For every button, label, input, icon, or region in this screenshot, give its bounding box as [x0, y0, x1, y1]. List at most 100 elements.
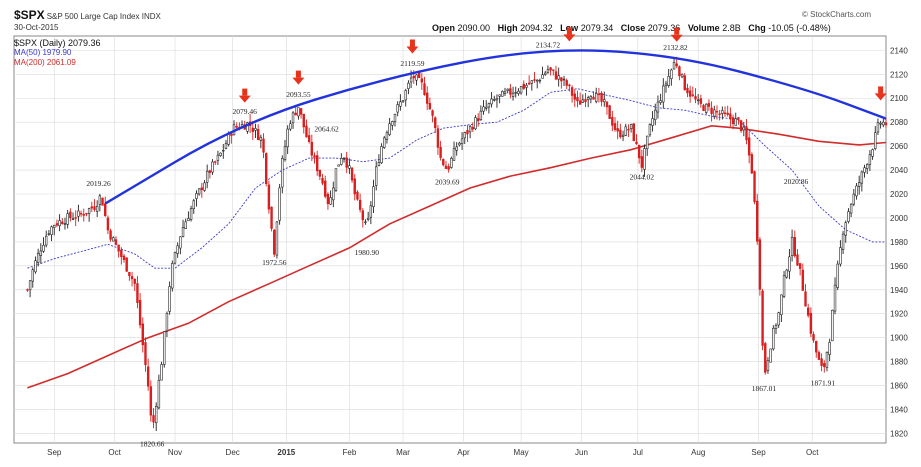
candle-up	[774, 325, 778, 329]
candle-up	[393, 113, 397, 122]
candle-down	[270, 206, 273, 229]
candle-up	[825, 351, 829, 368]
candle-up	[205, 170, 209, 183]
candle-up	[254, 128, 257, 131]
candle-up	[493, 99, 496, 101]
ticker-title: $SPX S&P 500 Large Cap Index INDX	[14, 8, 161, 22]
candle-down	[817, 352, 821, 360]
candle-up	[790, 236, 794, 256]
candle-up	[680, 73, 684, 78]
candle-up	[849, 203, 853, 214]
candle-down	[798, 263, 802, 269]
candle-up	[772, 327, 775, 350]
y-tick-label: 2040	[890, 166, 908, 175]
candle-up	[646, 135, 649, 150]
down-arrow-icon	[670, 34, 683, 42]
y-tick-label: 2060	[890, 142, 908, 151]
candle-up	[39, 250, 43, 256]
candle-up	[98, 195, 102, 205]
y-tick-label: 2000	[890, 214, 908, 223]
candle-up	[375, 166, 378, 186]
candle-down	[356, 191, 359, 200]
candle-up	[874, 132, 877, 149]
close-label: Close	[620, 23, 646, 33]
candle-up	[391, 121, 394, 126]
x-tick-label: Jun	[575, 448, 588, 457]
candle-up	[173, 252, 177, 264]
candle-up	[530, 80, 534, 84]
candle-down	[565, 80, 568, 86]
candle-up	[192, 200, 195, 209]
candle-down	[466, 130, 469, 135]
candle-up	[332, 187, 335, 201]
ma50-path	[27, 88, 886, 269]
candle-up	[624, 126, 627, 136]
candle-up	[876, 122, 880, 133]
candle-down	[806, 307, 810, 316]
candle-down	[90, 206, 94, 209]
price-annotation: 2119.59	[400, 59, 424, 68]
candle-up	[329, 197, 332, 205]
candle-down	[251, 127, 254, 132]
candle-down	[120, 249, 123, 258]
candle-up	[34, 260, 37, 273]
down-arrow-icon	[674, 27, 680, 35]
candle-up	[517, 90, 520, 94]
candle-down	[149, 386, 153, 416]
candle-down	[230, 133, 233, 136]
candle-up	[546, 69, 550, 73]
candle-down	[26, 289, 29, 291]
down-arrow-icon	[292, 77, 305, 85]
price-annotation: 2134.72	[536, 41, 561, 50]
candle-down	[138, 300, 142, 326]
candle-down	[611, 117, 614, 126]
candle-up	[377, 162, 381, 166]
candle-down	[764, 343, 767, 373]
candle-up	[487, 103, 491, 108]
candle-down	[809, 312, 813, 334]
candle-up	[160, 364, 163, 381]
candle-down	[358, 199, 362, 210]
y-tick-label: 2120	[890, 70, 908, 79]
candle-up	[468, 126, 472, 133]
candle-down	[130, 276, 134, 280]
candle-down	[345, 157, 348, 168]
candle-up	[281, 158, 284, 188]
candle-up	[176, 245, 179, 254]
price-annotation: 1820.66	[140, 440, 165, 449]
candle-up	[216, 154, 220, 161]
ma200-path	[27, 124, 887, 389]
x-tick-label: Oct	[108, 448, 121, 457]
candle-up	[157, 379, 161, 409]
down-arrow-icon	[295, 70, 301, 78]
candle-down	[265, 153, 268, 185]
candle-down	[731, 117, 735, 125]
candle-up	[203, 182, 206, 191]
candle-up	[112, 237, 115, 242]
volume-label: Volume	[687, 23, 720, 33]
candle-up	[259, 136, 263, 141]
legend-main: $SPX (Daily) 2079.36	[14, 38, 101, 48]
candle-up	[399, 101, 402, 107]
candle-down	[128, 271, 131, 277]
ma50-line	[27, 88, 886, 269]
grid	[14, 36, 886, 443]
candle-up	[659, 100, 662, 103]
down-arrow-icon	[563, 34, 576, 42]
candle-down	[608, 105, 611, 119]
chart-date: 30-Oct-2015	[14, 23, 59, 32]
candle-down	[104, 203, 107, 216]
low-value: 2079.34	[580, 23, 614, 33]
candle-down	[425, 92, 429, 104]
candle-up	[503, 91, 507, 94]
candle-down	[726, 112, 729, 115]
candle-down	[509, 88, 512, 95]
down-arrow-icon	[566, 27, 572, 35]
candle-down	[702, 105, 705, 111]
candle-up	[852, 193, 856, 205]
candle-down	[627, 128, 630, 131]
candle-down	[573, 93, 576, 100]
candle-up	[71, 218, 75, 220]
candle-down	[141, 323, 144, 346]
candle-down	[315, 155, 319, 172]
